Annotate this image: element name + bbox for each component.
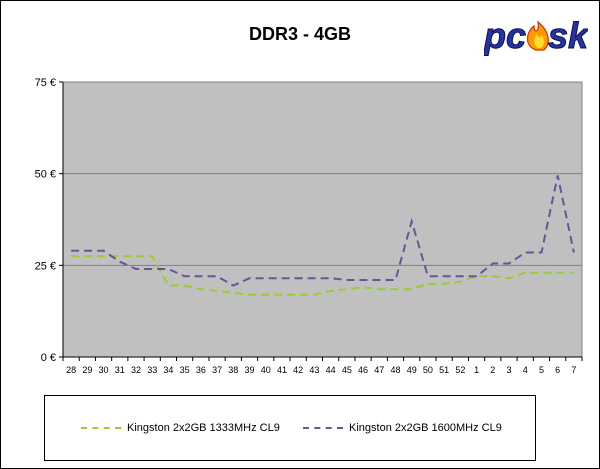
- plot-area: [62, 81, 583, 358]
- x-tick-label: 38: [228, 365, 238, 375]
- y-tick-label: 25 €: [35, 260, 56, 272]
- x-tick-label: 40: [261, 365, 271, 375]
- legend-item-series-1: Kingston 2x2GB 1333MHz CL9: [81, 422, 280, 434]
- y-tick-label: 50 €: [35, 169, 56, 181]
- svg-text:pc: pc: [484, 15, 526, 56]
- chart-title: DDR3 - 4GB: [248, 24, 351, 44]
- x-tick-label: 29: [82, 365, 92, 375]
- legend-label-1: Kingston 2x2GB 1333MHz CL9: [127, 422, 280, 434]
- x-tick-label: 43: [309, 365, 319, 375]
- svg-text:sk: sk: [548, 15, 588, 56]
- gridlines: [63, 173, 582, 266]
- x-axis: 28 29 30 31 32 33 34 35 36 37 38 39 40 41 42 43 44 45 46 47…: [62, 356, 583, 375]
- flame-icon: [526, 20, 549, 51]
- x-tick-label: 7: [571, 365, 576, 375]
- x-tick-label: 51: [439, 365, 449, 375]
- x-tick-label: 41: [277, 365, 287, 375]
- x-tick-label: 34: [163, 365, 173, 375]
- x-tick-label: 50: [423, 365, 433, 375]
- series-lines: [71, 175, 575, 296]
- x-tick-label: 30: [99, 365, 109, 375]
- y-tick-label: 75 €: [35, 77, 56, 89]
- x-tick-label: 28: [66, 365, 76, 375]
- y-axis: 0 € 25 € 50 € 75 €: [35, 77, 64, 364]
- x-tick-label: 48: [390, 365, 400, 375]
- x-tick-label: 6: [555, 365, 560, 375]
- x-tick-label: 35: [180, 365, 190, 375]
- x-tick-label: 45: [342, 365, 352, 375]
- y-tick-label: 0 €: [41, 352, 56, 364]
- x-tick-label: 36: [196, 365, 206, 375]
- x-tick-label: 37: [212, 365, 222, 375]
- legend-item-series-2: Kingston 2x2GB 1600MHz CL9: [303, 422, 502, 434]
- x-tick-label: 1: [474, 365, 479, 375]
- x-tick-label: 3: [507, 365, 512, 375]
- x-tick-label: 5: [539, 365, 544, 375]
- legend: Kingston 2x2GB 1333MHz CL9 Kingston 2x2G…: [44, 395, 536, 461]
- x-tick-label: 44: [326, 365, 336, 375]
- x-tick-label: 49: [407, 365, 417, 375]
- x-tick-label: 46: [358, 365, 368, 375]
- x-tick-label: 32: [131, 365, 141, 375]
- series-line-2: [71, 175, 575, 287]
- legend-label-2: Kingston 2x2GB 1600MHz CL9: [349, 422, 502, 434]
- x-tick-label: 33: [147, 365, 157, 375]
- x-tick-label: 31: [115, 365, 125, 375]
- x-tick-label: 47: [374, 365, 384, 375]
- x-tick-label: 4: [523, 365, 528, 375]
- x-tick-label: 39: [245, 365, 255, 375]
- legend-swatch-1: [81, 427, 121, 429]
- pcsk-logo: pc sk: [484, 15, 588, 57]
- x-tick-label: 42: [293, 365, 303, 375]
- x-tick-label: 2: [490, 365, 495, 375]
- x-tick-label: 52: [455, 365, 465, 375]
- legend-swatch-2: [303, 427, 343, 429]
